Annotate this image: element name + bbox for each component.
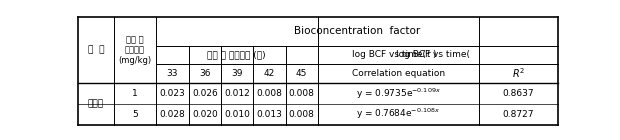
Text: 39: 39 xyxy=(231,69,243,78)
Text: Bioconcentration  factor: Bioconcentration factor xyxy=(294,26,420,36)
Text: log BCF vs time(: log BCF vs time( xyxy=(396,50,470,59)
Text: 45: 45 xyxy=(296,69,308,78)
Text: 1: 1 xyxy=(132,89,138,98)
Text: 0.8727: 0.8727 xyxy=(503,110,534,119)
Text: t: t xyxy=(427,50,430,59)
Text: 33: 33 xyxy=(167,69,178,78)
Text: 0.008: 0.008 xyxy=(289,89,314,98)
Text: 0.010: 0.010 xyxy=(224,110,250,119)
Text: Correlation equation: Correlation equation xyxy=(352,69,445,78)
Text: ): ) xyxy=(433,50,436,59)
Text: 0.8637: 0.8637 xyxy=(503,89,534,98)
Text: y = 0.9735e$^{-0.109x}$: y = 0.9735e$^{-0.109x}$ xyxy=(356,86,441,101)
Text: 토양 중
잔류농도
(mg/kg): 토양 중 잔류농도 (mg/kg) xyxy=(118,35,151,65)
Text: 작  물: 작 물 xyxy=(87,46,104,54)
Text: 0.026: 0.026 xyxy=(192,89,218,98)
Text: log BCF vs time(: log BCF vs time( xyxy=(352,50,426,59)
Text: 0.008: 0.008 xyxy=(257,89,282,98)
Text: $\mathit{R}^2$: $\mathit{R}^2$ xyxy=(512,66,525,80)
Text: 시금치: 시금치 xyxy=(87,99,104,108)
Text: 파종 후 수확일자 (일): 파종 후 수확일자 (일) xyxy=(208,50,266,59)
Text: y = 0.7684e$^{-0.108x}$: y = 0.7684e$^{-0.108x}$ xyxy=(356,107,440,121)
Text: 0.028: 0.028 xyxy=(159,110,185,119)
Text: 0.012: 0.012 xyxy=(224,89,250,98)
Text: 42: 42 xyxy=(264,69,275,78)
Text: 0.008: 0.008 xyxy=(289,110,314,119)
Text: 0.023: 0.023 xyxy=(159,89,185,98)
Text: 5: 5 xyxy=(132,110,138,119)
Text: 0.013: 0.013 xyxy=(257,110,282,119)
Text: 36: 36 xyxy=(199,69,211,78)
Text: 0.020: 0.020 xyxy=(192,110,218,119)
